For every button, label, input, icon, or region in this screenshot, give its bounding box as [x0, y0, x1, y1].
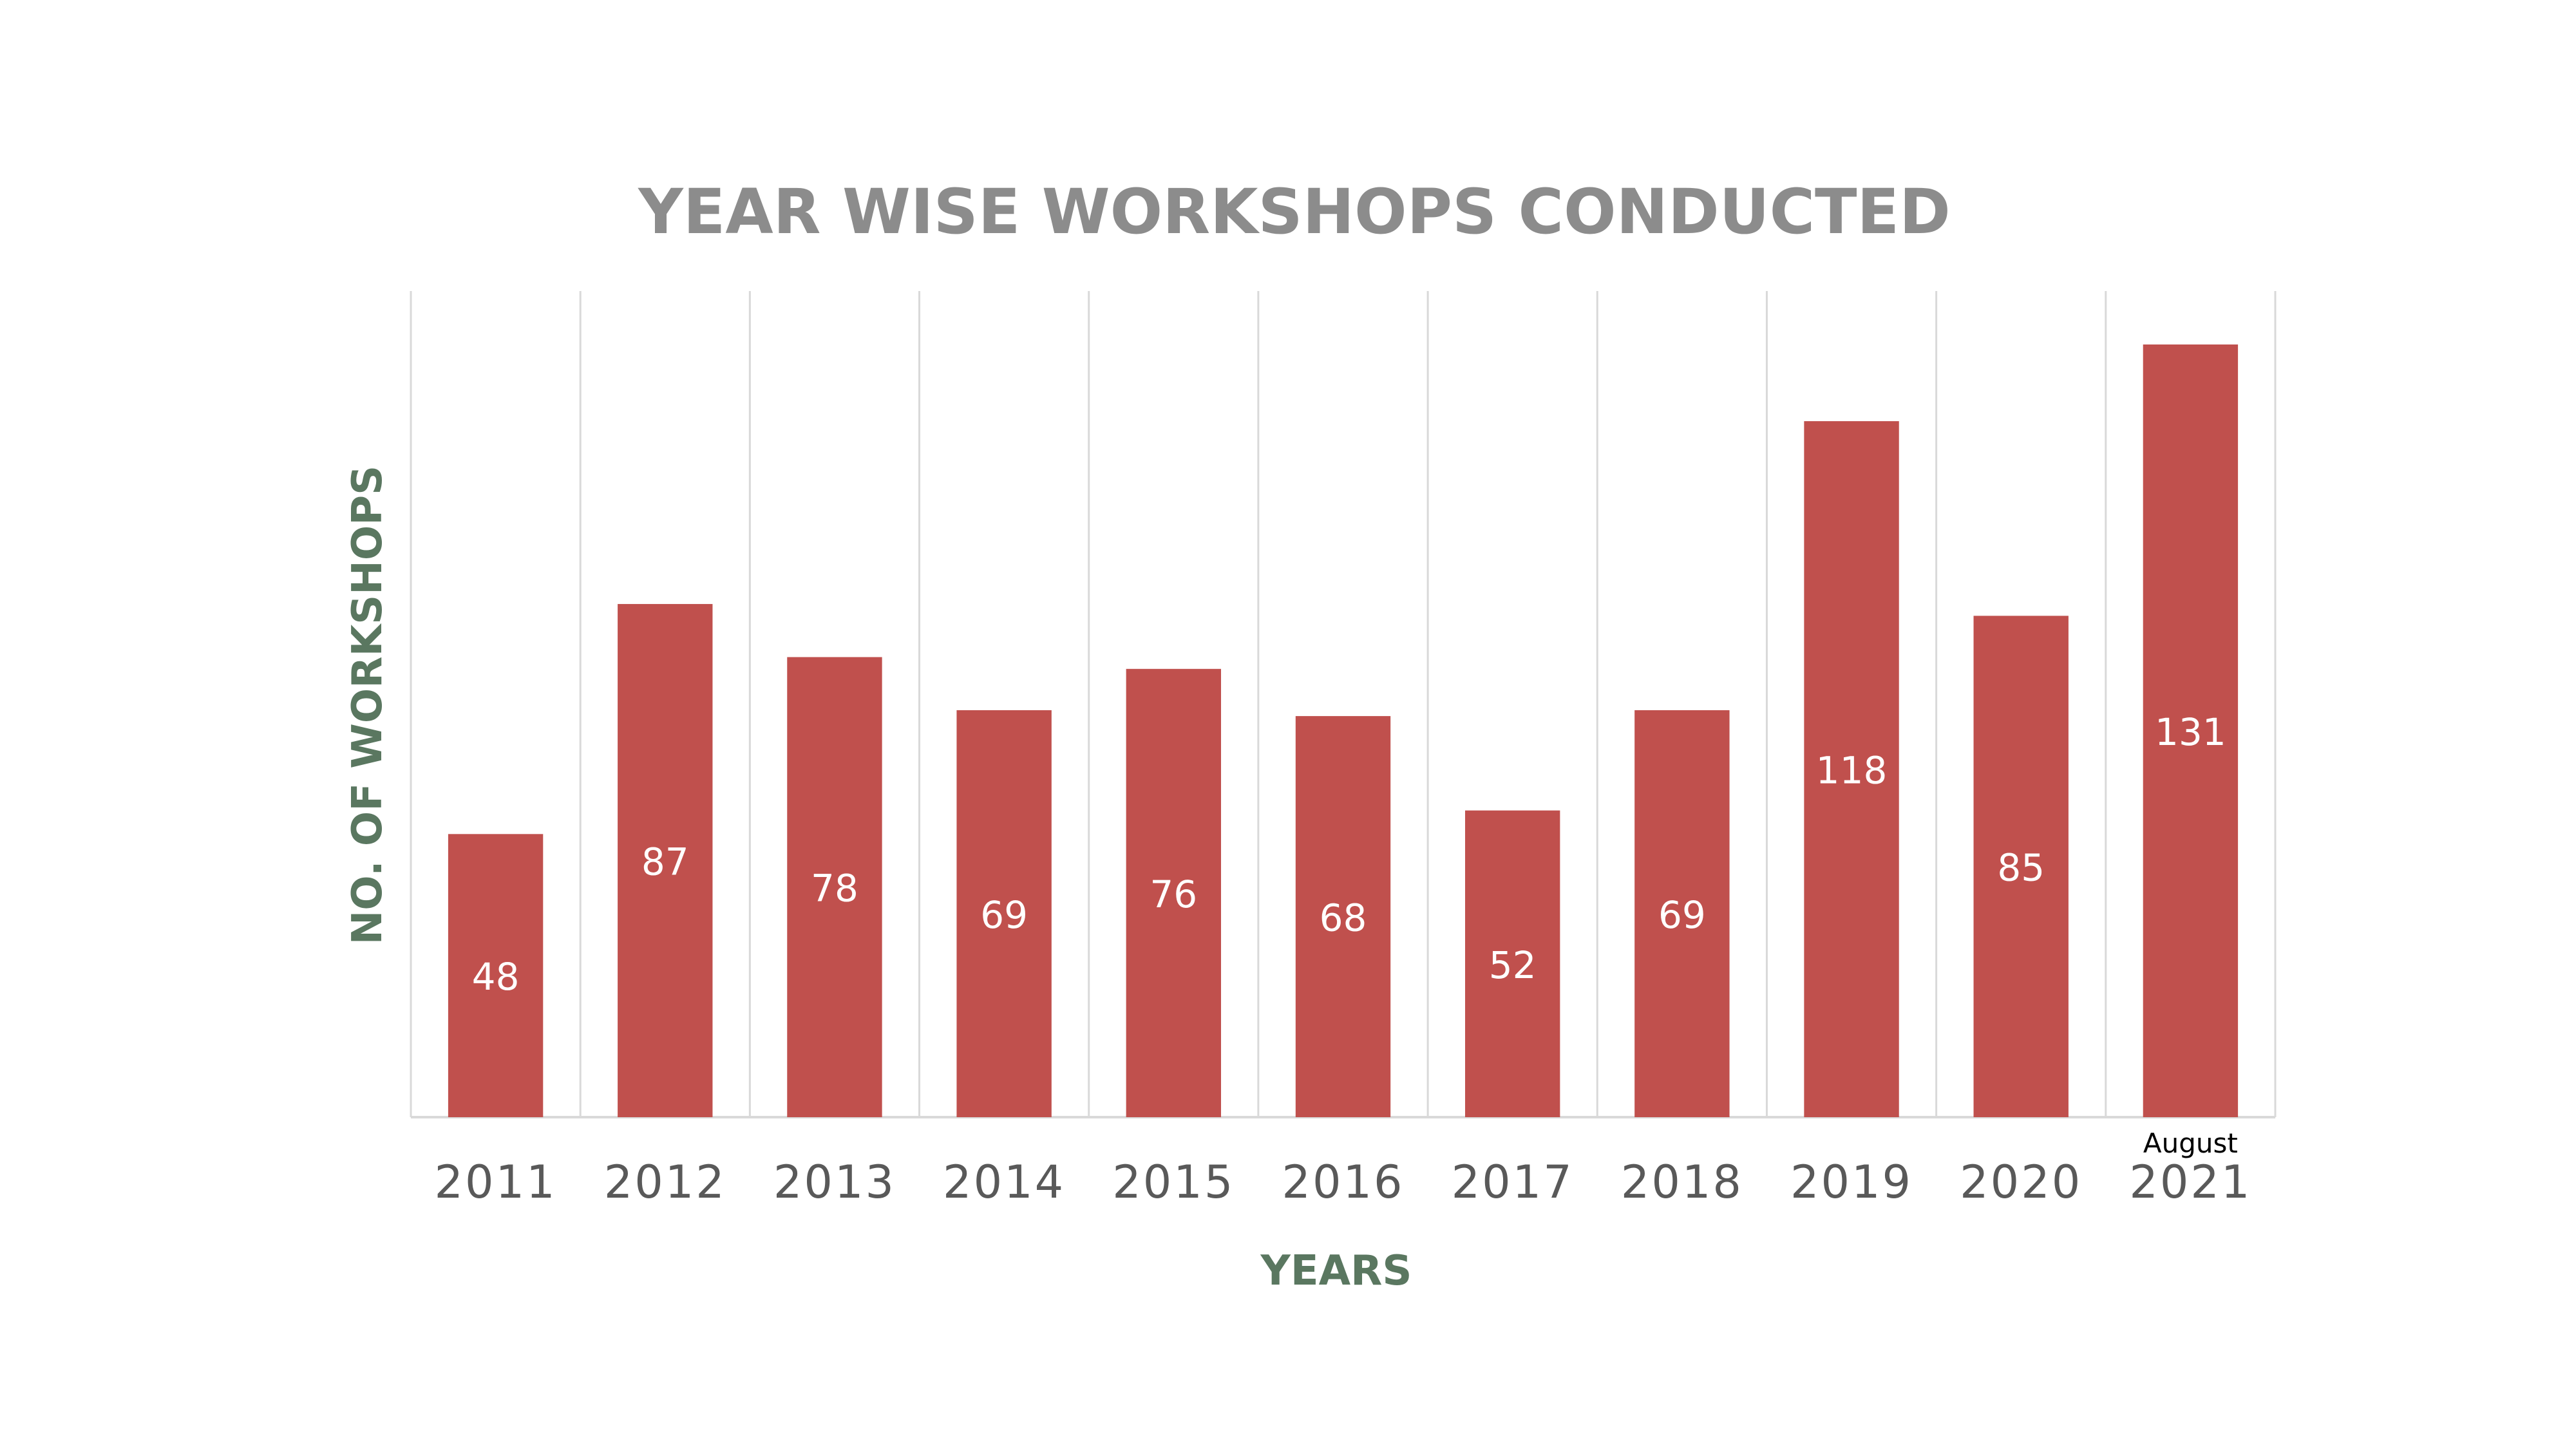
tick-annotation-2021: August	[2143, 1127, 2238, 1159]
bar-2017	[1464, 810, 1560, 1117]
x-tick-label-2021: 2021	[2129, 1156, 2251, 1209]
data-labels: 48 87 78 69 76 68 52 69 118 85 131	[472, 710, 2226, 999]
bar-2021	[2143, 344, 2239, 1117]
x-tick-label-2018: 2018	[1621, 1156, 1743, 1209]
data-label-2011: 48	[472, 955, 520, 999]
data-label-2018: 69	[1658, 893, 1706, 937]
bar-2014	[956, 710, 1052, 1117]
x-tick-label-2016: 2016	[1282, 1156, 1404, 1209]
bar-2020	[1973, 616, 2069, 1117]
data-label-2014: 69	[980, 893, 1028, 937]
data-label-2013: 78	[811, 867, 858, 910]
bar-2015	[1126, 668, 1222, 1117]
data-label-2019: 118	[1816, 749, 1888, 793]
bar-2011	[448, 834, 544, 1117]
y-axis-title: NO. OF WORKSHOPS	[344, 466, 392, 945]
data-label-2016: 68	[1320, 896, 1367, 940]
data-label-2021: 131	[2155, 710, 2226, 754]
x-tick-label-2019: 2019	[1790, 1156, 1913, 1209]
bars	[448, 344, 2239, 1117]
x-tick-label-2020: 2020	[1960, 1156, 2082, 1209]
bar-2018	[1634, 710, 1730, 1117]
x-tick-label-2014: 2014	[943, 1156, 1065, 1209]
x-axis-title: YEARS	[1260, 1247, 1412, 1295]
chart-title: YEAR WISE WORKSHOPS CONDUCTED	[638, 176, 1951, 248]
x-tick-label-2015: 2015	[1112, 1156, 1235, 1209]
x-tick-label-2013: 2013	[773, 1156, 896, 1209]
data-label-2020: 85	[1997, 846, 2045, 890]
x-tick-label-2012: 2012	[604, 1156, 726, 1209]
x-tick-label-2011: 2011	[435, 1156, 557, 1209]
bar-2016	[1295, 716, 1391, 1117]
x-tick-labels: 2011 2012 2013 2014 2015 2016 2017 2018 2019 2020…	[435, 1127, 2251, 1209]
bar-2012	[618, 604, 713, 1117]
data-label-2017: 52	[1489, 943, 1537, 987]
x-tick-label-2017: 2017	[1452, 1156, 1574, 1209]
data-label-2012: 87	[641, 840, 689, 884]
data-label-2015: 76	[1150, 872, 1197, 916]
bar-2019	[1804, 421, 1899, 1117]
bar-2013	[787, 657, 882, 1117]
